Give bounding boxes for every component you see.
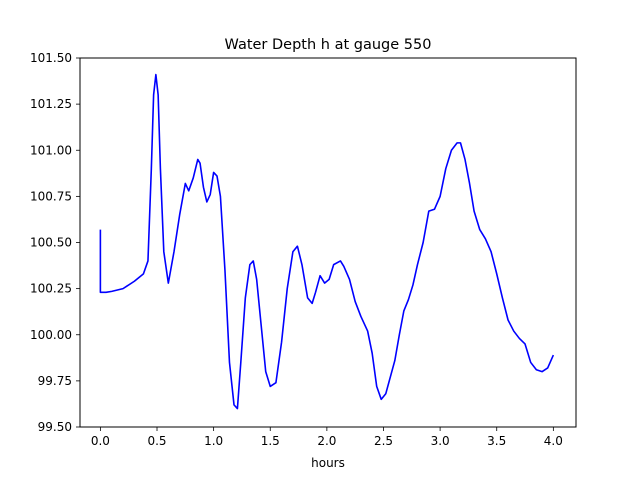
y-tick-label: 99.75 <box>38 374 72 388</box>
plot-area: 0.0 0.5 1.0 1.5 2.0 2.5 3.0 3.5 4.0 99.50 99.75 100… <box>30 51 577 448</box>
y-tick-label: 100.25 <box>30 282 72 296</box>
plot-frame <box>79 57 577 428</box>
series-line-0 <box>99 73 555 410</box>
y-tick-label: 101.25 <box>30 97 72 111</box>
x-tick-label: 0.5 <box>147 434 166 448</box>
y-tick-label: 101.00 <box>30 143 72 157</box>
y-tick-label: 99.50 <box>38 420 72 434</box>
y-tick-label: 100.00 <box>30 328 72 342</box>
x-tick-label: 3.0 <box>431 434 450 448</box>
y-tick-label: 100.75 <box>30 189 72 203</box>
x-tick-label: 3.5 <box>487 434 506 448</box>
x-tick-label: 2.5 <box>374 434 393 448</box>
y-tick-label: 101.50 <box>30 51 72 65</box>
x-tick-label: 1.5 <box>261 434 280 448</box>
x-tick-label: 0.0 <box>91 434 110 448</box>
x-tick-label: 1.0 <box>204 434 223 448</box>
y-tick-label: 100.50 <box>30 236 72 250</box>
x-tick-label: 2.0 <box>317 434 336 448</box>
x-axis-label: hours <box>311 456 345 470</box>
chart-title: Water Depth h at gauge 550 <box>225 37 432 53</box>
x-tick-label: 4.0 <box>544 434 563 448</box>
